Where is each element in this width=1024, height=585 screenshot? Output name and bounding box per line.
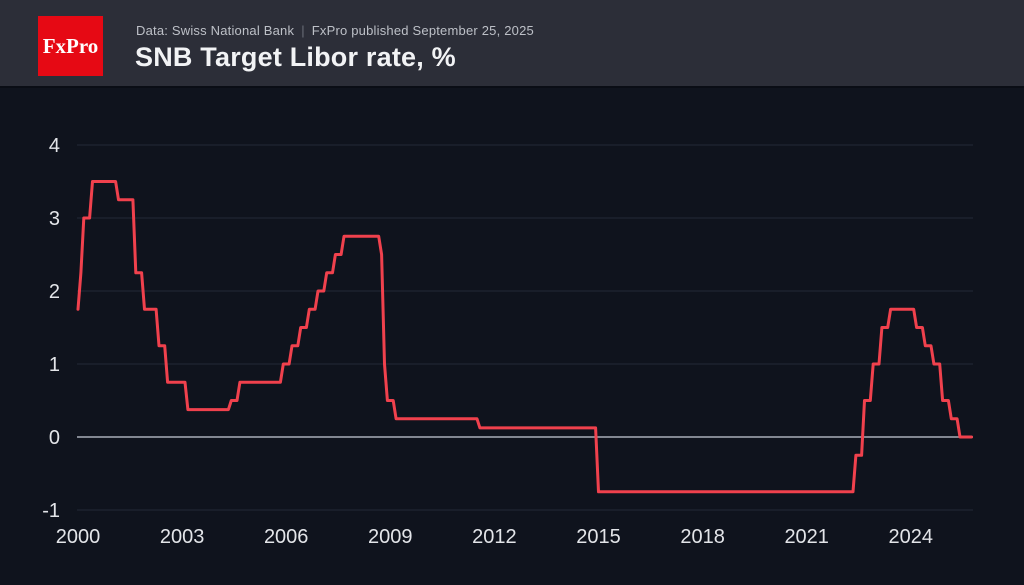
chart-source-line: Data: Swiss National Bank | FxPro publishe… <box>136 23 534 38</box>
rate-line-series <box>76 180 973 494</box>
y-tick-label: 3 <box>49 208 60 230</box>
x-tick-label: 2021 <box>784 526 829 548</box>
y-tick-label: 2 <box>49 281 60 303</box>
x-tick-label: 2015 <box>576 526 621 548</box>
x-tick-label: 2018 <box>680 526 725 548</box>
y-axis-labels: 4 3 2 1 0 -1 <box>42 135 60 522</box>
published-label: FxPro published September 25, 2025 <box>311 23 534 38</box>
source-separator: | <box>301 23 305 38</box>
x-tick-label: 2024 <box>889 526 934 548</box>
y-tick-label: 1 <box>49 354 60 376</box>
header: FxPro Data: Swiss National Bank | FxPro pu… <box>0 0 1024 88</box>
x-tick-label: 2006 <box>264 526 309 548</box>
x-axis-labels: 2000 2003 2006 2009 2012 2015 2018 2021 2024 <box>56 526 933 548</box>
x-tick-label: 2000 <box>56 526 101 548</box>
y-tick-label: -1 <box>42 500 60 522</box>
data-source-label: Data: Swiss National Bank <box>136 23 295 38</box>
y-tick-label: 4 <box>49 135 60 157</box>
x-tick-label: 2012 <box>472 526 517 548</box>
chart-title: SNB Target Libor rate, % <box>135 42 456 72</box>
y-tick-label: 0 <box>49 427 60 449</box>
chart-area: 4 3 2 1 0 -1 2000 2003 2006 2009 2012 2015 2018 2021 2… <box>0 88 1024 585</box>
x-tick-label: 2003 <box>160 526 205 548</box>
x-tick-label: 2009 <box>368 526 413 548</box>
gridlines <box>77 144 973 511</box>
fxpro-logo-text: FxPro <box>42 33 99 58</box>
fxpro-logo: FxPro <box>38 16 103 76</box>
